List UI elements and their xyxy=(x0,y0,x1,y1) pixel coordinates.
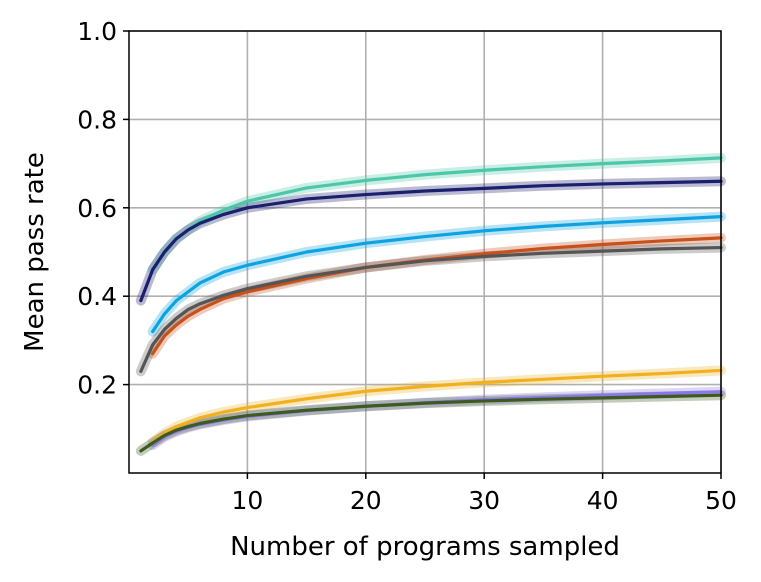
x-tick-label-10: 10 xyxy=(231,486,263,515)
y-axis-ticks: 0.2 0.4 0.6 0.8 1.0 xyxy=(77,17,129,400)
series-line-light-blue xyxy=(151,215,723,334)
y-tick-label-1.0: 1.0 xyxy=(77,17,117,46)
series-line-dark-green xyxy=(139,393,723,453)
x-tick-label-40: 40 xyxy=(587,486,619,515)
x-tick-label-20: 20 xyxy=(350,486,382,515)
x-tick-label-50: 50 xyxy=(705,486,737,515)
x-axis-label: Number of programs sampled xyxy=(230,532,620,562)
y-axis-label: Mean pass rate xyxy=(20,152,50,352)
series-line-navy xyxy=(139,179,723,303)
series-lines xyxy=(139,156,723,453)
plot-background xyxy=(129,31,721,473)
x-axis-ticks: 10 20 30 40 50 xyxy=(231,473,737,515)
series-line-yellow xyxy=(151,368,723,444)
y-tick-label-0.2: 0.2 xyxy=(77,371,117,400)
y-tick-label-0.6: 0.6 xyxy=(77,194,117,223)
y-tick-label-0.8: 0.8 xyxy=(77,105,117,134)
plot-frame xyxy=(128,30,722,474)
y-tick-label-0.4: 0.4 xyxy=(77,282,117,311)
x-tick-label-30: 30 xyxy=(468,486,500,515)
series-line-gray xyxy=(139,245,723,373)
series-line-orange xyxy=(151,236,723,356)
